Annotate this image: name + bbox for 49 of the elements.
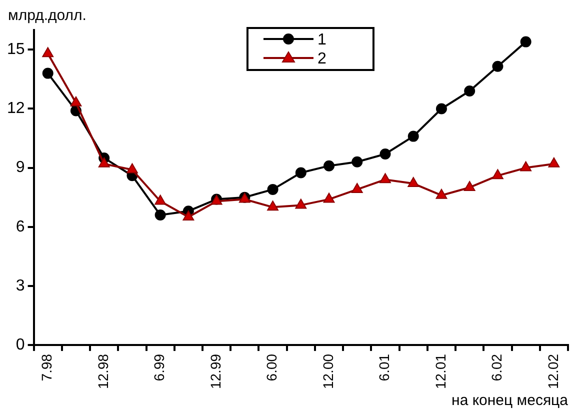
x-tick-label: 6.99 [151,354,168,382]
x-tick-label: 12.01 [432,354,448,390]
x-tick-label: 12.98 [94,354,111,390]
y-tick-label: 6 [16,218,25,236]
x-tick-label: 12.02 [544,354,561,390]
point [126,163,138,174]
point [464,86,476,97]
point [408,177,420,188]
x-tick-label: 12.00 [320,354,336,390]
point [492,60,504,72]
point [520,36,532,48]
y-tick-label: 0 [16,336,25,354]
x-tick-label: 6.02 [488,354,505,382]
point [323,192,335,203]
point [436,188,448,199]
x-tick-label: 6.01 [376,354,392,382]
point [380,173,391,184]
y-tick-label: 12 [7,100,25,118]
y-tick-label: 3 [16,277,25,294]
x-axis-title: на конец месяца [452,392,569,410]
point [351,182,363,193]
legend-label: 1 [317,31,326,48]
point [182,210,194,221]
point [548,157,560,168]
point [295,198,307,209]
point [520,161,532,172]
point [267,200,278,211]
point [380,148,391,160]
point [42,47,54,58]
y-axis-title: млрд.долл. [8,7,86,24]
point [492,169,504,180]
x-tick-label: 6.00 [264,354,280,382]
point [70,96,82,106]
x-tick-label: 12.99 [207,354,224,390]
point [42,68,54,79]
legend-label: 2 [317,50,326,68]
y-tick-label: 15 [7,41,25,58]
point [352,156,363,168]
x-tick-label: 7.98 [38,354,55,382]
point [464,180,476,191]
point [408,130,419,142]
point [154,194,166,205]
point [436,103,447,114]
point [98,157,110,168]
point [295,167,306,178]
point [324,160,335,172]
point [154,210,166,221]
point [267,184,278,195]
y-tick-label: 9 [16,159,25,176]
